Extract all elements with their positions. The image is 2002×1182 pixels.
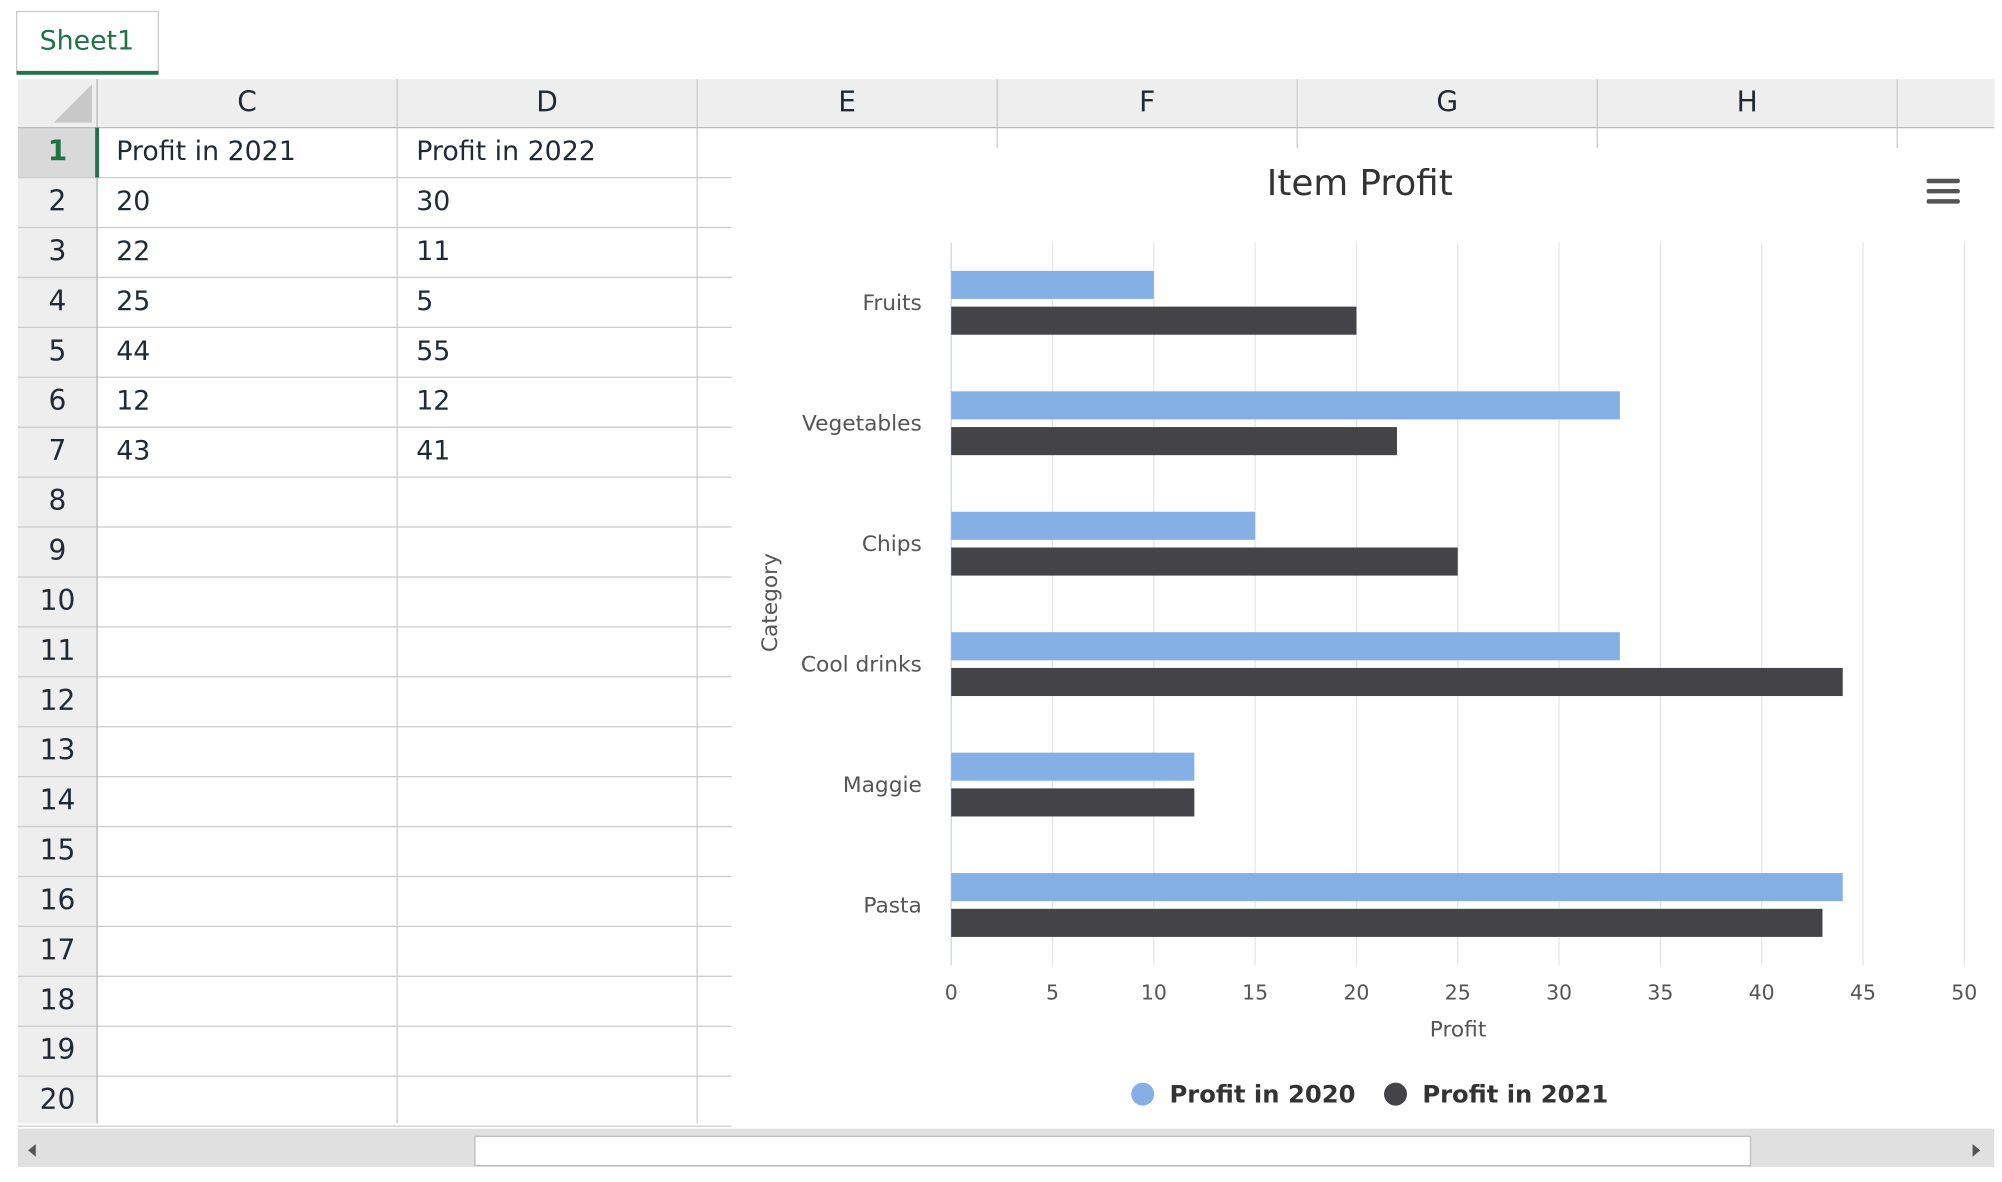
cell: 43	[116, 436, 150, 467]
row-header: 17	[40, 933, 76, 966]
y-tick-label: Vegetables	[802, 412, 922, 437]
column-header: E	[838, 85, 856, 118]
column-header-bar	[17, 79, 1995, 128]
cell: Profit in 2021	[116, 136, 296, 167]
cell: 25	[116, 286, 150, 317]
x-tick-label: 25	[1445, 980, 1471, 1004]
row-header: 7	[49, 434, 67, 467]
row-header: 14	[40, 784, 76, 817]
row-header: 5	[49, 334, 67, 367]
column-header: D	[536, 85, 558, 118]
row-header: 8	[49, 484, 67, 517]
bar	[951, 908, 1823, 937]
row-header: 2	[49, 185, 67, 218]
column-header: F	[1139, 85, 1155, 118]
x-tick-label: 10	[1141, 980, 1167, 1004]
sheet-grid: C D E F G H1234567891011121314151617181920Pro…	[17, 79, 1995, 1127]
bar	[951, 427, 1397, 456]
y-tick-label: Fruits	[862, 291, 921, 316]
cell: 44	[116, 336, 150, 367]
bar	[951, 788, 1195, 817]
row-header: 3	[49, 234, 67, 267]
column-header: G	[1436, 85, 1458, 118]
bar	[951, 752, 1195, 781]
row-header: 10	[40, 584, 76, 617]
x-tick-label: 20	[1343, 980, 1369, 1004]
row-header: 12	[40, 684, 76, 717]
row-header: 16	[40, 883, 76, 916]
sheet-tab[interactable]	[15, 10, 159, 75]
row-header-bar	[17, 127, 98, 1124]
tab-label[interactable]: Sheet1	[40, 26, 135, 57]
chart-title: Item Profit	[1267, 163, 1453, 204]
x-tick-label: 5	[1046, 980, 1059, 1004]
cell: 12	[116, 386, 150, 417]
y-tick-label: Maggie	[843, 773, 922, 798]
x-tick-label: 40	[1749, 980, 1775, 1004]
bar	[951, 306, 1357, 335]
row-header: 18	[40, 983, 76, 1016]
x-tick-label: 15	[1242, 980, 1268, 1004]
row-header: 13	[40, 734, 76, 767]
legend-marker	[1384, 1082, 1408, 1106]
bar	[951, 632, 1620, 661]
chart-menu[interactable]	[1926, 178, 1960, 204]
x-tick-label: 30	[1546, 980, 1572, 1004]
row-header: 6	[49, 384, 67, 417]
cell: 11	[416, 236, 450, 267]
cell: 30	[416, 186, 450, 217]
menu-bar	[1926, 199, 1960, 204]
menu-bar	[1926, 178, 1960, 184]
x-tick-label: 0	[945, 980, 958, 1004]
cell: 41	[416, 436, 450, 467]
legend-label: Profit in 2020	[1170, 1079, 1356, 1108]
scroll-thumb[interactable]	[474, 1135, 1752, 1167]
y-tick-label: Cool drinks	[801, 652, 922, 677]
cell: 12	[416, 386, 450, 417]
row-header: 20	[40, 1083, 76, 1116]
bar	[951, 270, 1154, 299]
cell: 55	[416, 336, 450, 367]
row-header: 9	[49, 534, 67, 567]
scroll-right[interactable]	[1972, 1143, 1981, 1157]
row-header: 4	[49, 284, 67, 317]
column-header: C	[237, 85, 257, 118]
x-tick-label: 35	[1647, 980, 1673, 1004]
row-header: 15	[40, 834, 76, 867]
active-row-header	[17, 127, 98, 178]
row-header: 19	[40, 1033, 76, 1066]
bar	[951, 391, 1620, 420]
bar	[951, 511, 1256, 540]
bar	[951, 873, 1843, 902]
y-tick-label: Pasta	[863, 893, 922, 918]
legend-label: Profit in 2021	[1422, 1079, 1608, 1108]
column-header: H	[1737, 85, 1758, 118]
chart-area	[731, 127, 1995, 1124]
cell: 5	[416, 286, 433, 317]
x-axis-label: Profit	[1430, 1017, 1487, 1042]
cell: Profit in 2022	[416, 136, 596, 167]
x-tick-label: 45	[1850, 980, 1876, 1004]
y-axis-label: Category	[758, 553, 783, 652]
row-header: 11	[40, 634, 76, 667]
menu-bar	[1926, 188, 1960, 194]
legend-marker	[1131, 1082, 1155, 1106]
bar	[951, 547, 1458, 576]
row-header: 1	[48, 135, 68, 168]
scroll-left[interactable]	[28, 1143, 36, 1157]
bar	[951, 667, 1843, 697]
cell: 22	[116, 236, 150, 267]
x-tick-label: 50	[1951, 980, 1977, 1004]
y-tick-label: Chips	[862, 532, 922, 557]
cell: 20	[116, 186, 150, 217]
